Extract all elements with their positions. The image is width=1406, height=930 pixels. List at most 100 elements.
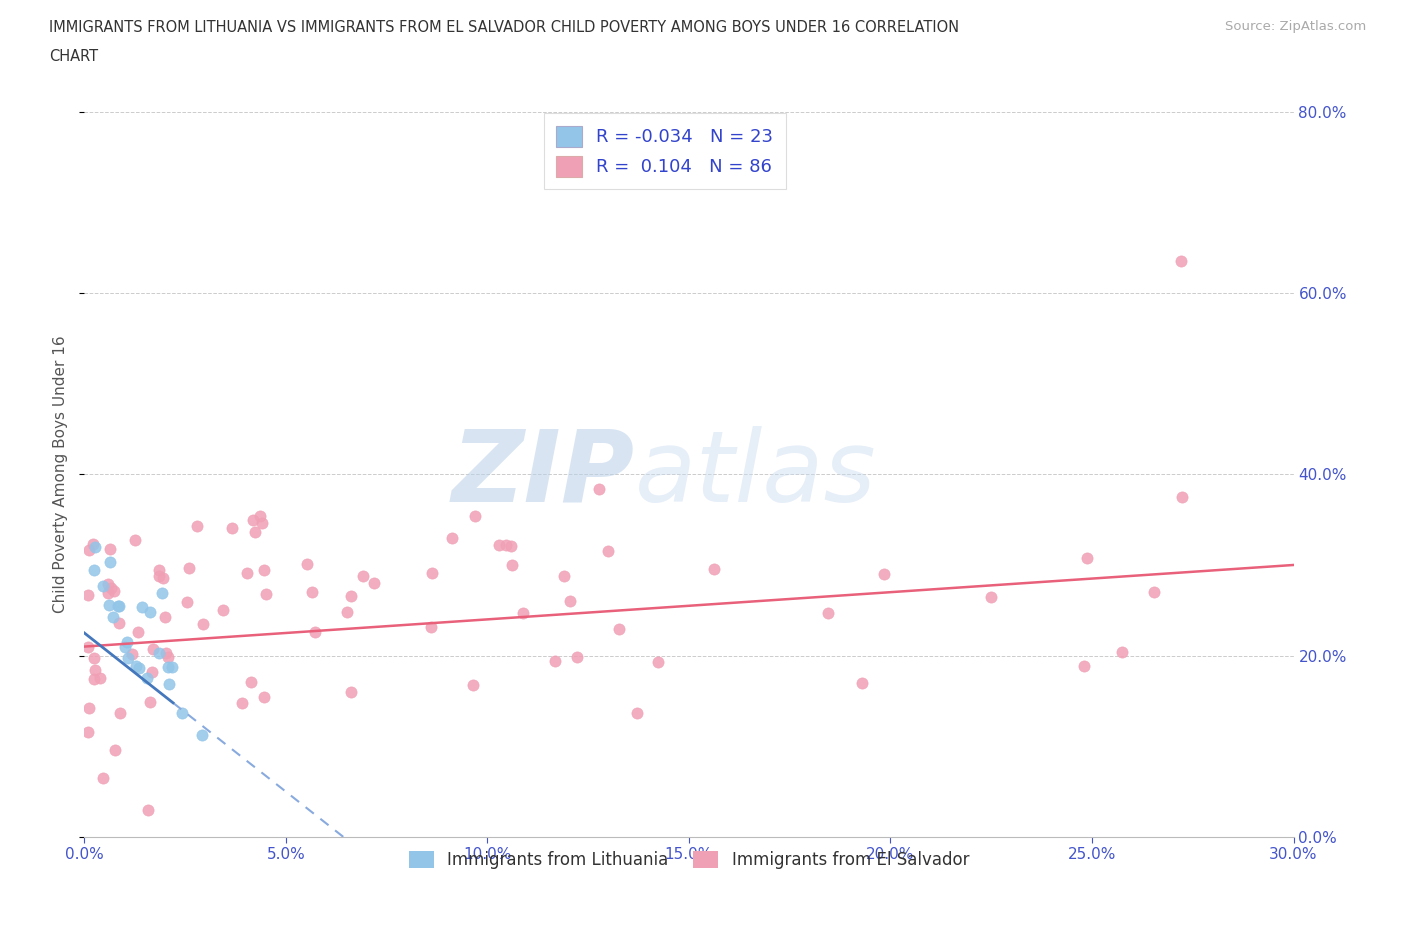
Point — [1111, 644, 1133, 659]
Point — [191, 728, 214, 743]
Point — [352, 568, 374, 583]
Point — [142, 642, 165, 657]
Point — [104, 742, 127, 757]
Point — [363, 576, 385, 591]
Point — [420, 565, 443, 580]
Text: CHART: CHART — [49, 49, 98, 64]
Point — [83, 671, 105, 686]
Point — [980, 590, 1002, 604]
Point — [108, 598, 131, 613]
Point — [127, 625, 149, 640]
Point — [1170, 254, 1192, 269]
Point — [253, 689, 276, 704]
Text: ZIP: ZIP — [451, 426, 634, 523]
Point — [97, 585, 120, 600]
Point — [339, 589, 361, 604]
Point — [89, 671, 111, 685]
Point — [77, 724, 100, 739]
Point — [77, 588, 100, 603]
Point — [152, 570, 174, 585]
Point — [440, 530, 463, 545]
Point — [155, 610, 177, 625]
Point — [419, 619, 441, 634]
Point — [512, 605, 534, 620]
Point — [1143, 584, 1166, 599]
Point — [114, 640, 136, 655]
Point — [160, 659, 183, 674]
Point — [107, 599, 129, 614]
Text: IMMIGRANTS FROM LITHUANIA VS IMMIGRANTS FROM EL SALVADOR CHILD POVERTY AMONG BOY: IMMIGRANTS FROM LITHUANIA VS IMMIGRANTS … — [49, 20, 959, 35]
Point — [91, 771, 114, 786]
Point — [177, 561, 200, 576]
Point — [221, 521, 243, 536]
Text: Source: ZipAtlas.com: Source: ZipAtlas.com — [1226, 20, 1367, 33]
Point — [304, 625, 326, 640]
Point — [626, 706, 648, 721]
Point — [148, 645, 170, 660]
Point — [121, 646, 143, 661]
Point — [558, 593, 581, 608]
Point — [501, 557, 523, 572]
Point — [501, 538, 523, 553]
Point — [131, 600, 153, 615]
Point — [139, 604, 162, 619]
Point — [150, 586, 173, 601]
Point — [254, 586, 277, 601]
Point — [544, 654, 567, 669]
Point — [1076, 551, 1098, 565]
Point — [157, 676, 180, 691]
Point — [703, 562, 725, 577]
Point — [155, 645, 177, 660]
Point — [239, 674, 262, 689]
Point — [231, 695, 253, 710]
Point — [148, 569, 170, 584]
Point — [157, 659, 180, 674]
Point — [157, 650, 180, 665]
Point — [100, 580, 122, 595]
Point — [84, 539, 107, 554]
Point — [464, 508, 486, 523]
Point — [647, 655, 669, 670]
Point — [125, 658, 148, 673]
Point — [243, 525, 266, 539]
Point — [77, 542, 100, 557]
Point — [873, 567, 896, 582]
Point — [186, 518, 208, 533]
Point — [495, 538, 517, 552]
Point — [295, 557, 318, 572]
Point — [1073, 658, 1095, 673]
Point — [138, 695, 160, 710]
Point — [553, 568, 575, 583]
Point — [249, 509, 271, 524]
Legend: Immigrants from Lithuania, Immigrants from El Salvador: Immigrants from Lithuania, Immigrants fr… — [402, 844, 976, 876]
Point — [252, 563, 274, 578]
Point — [336, 604, 359, 619]
Point — [851, 676, 873, 691]
Point — [97, 576, 120, 591]
Point — [301, 585, 323, 600]
Point — [607, 621, 630, 636]
Point — [488, 538, 510, 552]
Point — [461, 677, 484, 692]
Point — [136, 803, 159, 817]
Point — [98, 555, 121, 570]
Point — [136, 671, 159, 685]
Point — [565, 649, 588, 664]
Point — [596, 543, 619, 558]
Point — [101, 610, 124, 625]
Point — [124, 532, 146, 547]
Point — [77, 639, 100, 654]
Point — [170, 706, 193, 721]
Point — [211, 603, 233, 618]
Point — [108, 616, 131, 631]
Point — [117, 650, 139, 665]
Point — [193, 617, 215, 631]
Point — [83, 662, 105, 677]
Point — [98, 597, 121, 612]
Point — [148, 562, 170, 577]
Point — [128, 660, 150, 675]
Point — [77, 700, 100, 715]
Point — [108, 705, 131, 720]
Point — [817, 605, 839, 620]
Point — [103, 584, 125, 599]
